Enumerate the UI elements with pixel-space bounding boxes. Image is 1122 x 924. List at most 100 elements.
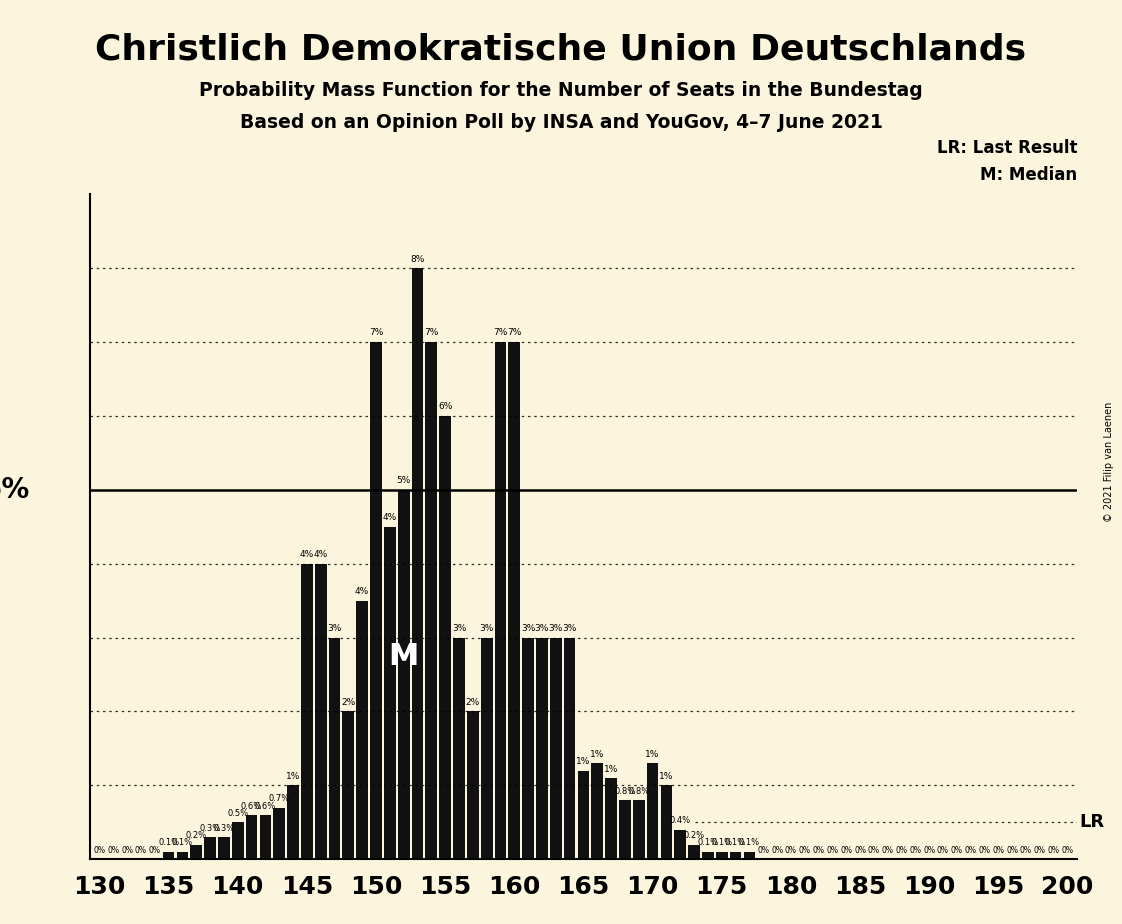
Text: 0%: 0% [854,845,866,855]
Bar [522,638,534,859]
Text: 0.6%: 0.6% [255,801,276,810]
Text: 0.1%: 0.1% [172,838,193,847]
Text: 7%: 7% [494,328,507,337]
Text: 0%: 0% [895,845,908,855]
Text: 7%: 7% [369,328,384,337]
Text: 4%: 4% [313,550,328,559]
Bar [384,527,396,859]
Bar [702,852,714,859]
Bar [619,800,631,859]
Bar [453,638,465,859]
Bar [176,852,188,859]
Text: LR: LR [1079,813,1104,832]
Text: 3%: 3% [562,624,577,633]
Text: 1%: 1% [645,749,660,759]
Text: 0.1%: 0.1% [725,838,746,847]
Text: LR: Last Result: LR: Last Result [937,140,1077,157]
Text: 4%: 4% [300,550,314,559]
Bar [440,416,451,859]
Bar [536,638,548,859]
Bar [232,822,243,859]
Text: 0.4%: 0.4% [670,816,691,825]
Bar [425,342,438,859]
Bar [578,771,589,859]
Text: 0.2%: 0.2% [185,831,206,840]
Text: 3%: 3% [328,624,342,633]
Text: 0.1%: 0.1% [738,838,760,847]
Text: 0%: 0% [882,845,893,855]
Text: 0%: 0% [840,845,853,855]
Text: 0%: 0% [108,845,119,855]
Bar [480,638,493,859]
Text: 0.5%: 0.5% [227,808,248,818]
Text: 2%: 2% [466,698,480,707]
Bar [218,837,230,859]
Text: 0%: 0% [992,845,1004,855]
Bar [204,837,215,859]
Text: 0%: 0% [867,845,880,855]
Text: 0.3%: 0.3% [213,823,234,833]
Text: © 2021 Filip van Laenen: © 2021 Filip van Laenen [1104,402,1114,522]
Text: 0.6%: 0.6% [241,801,263,810]
Text: 0.2%: 0.2% [683,831,705,840]
Text: 0.7%: 0.7% [268,794,289,803]
Text: 0%: 0% [1048,845,1059,855]
Text: 0%: 0% [799,845,811,855]
Bar [259,815,272,859]
Text: M: Median: M: Median [980,166,1077,184]
Bar [605,778,617,859]
Text: 0%: 0% [978,845,991,855]
Bar [716,852,727,859]
Text: 0%: 0% [771,845,783,855]
Bar [661,785,672,859]
Text: 0%: 0% [121,845,134,855]
Text: 3%: 3% [521,624,535,633]
Text: 0%: 0% [827,845,838,855]
Bar [412,268,423,859]
Bar [563,638,576,859]
Text: 0.8%: 0.8% [628,786,650,796]
Text: 0%: 0% [812,845,825,855]
Bar [508,342,521,859]
Text: 0.1%: 0.1% [698,838,718,847]
Text: Probability Mass Function for the Number of Seats in the Bundestag: Probability Mass Function for the Number… [199,81,923,101]
Text: 3%: 3% [452,624,466,633]
Text: 0%: 0% [937,845,949,855]
Text: 0.1%: 0.1% [158,838,180,847]
Text: 4%: 4% [383,513,397,522]
Bar [633,800,645,859]
Text: 1%: 1% [286,772,301,781]
Text: 0%: 0% [757,845,770,855]
Text: 3%: 3% [549,624,563,633]
Text: 0.1%: 0.1% [711,838,733,847]
Text: 0%: 0% [1033,845,1046,855]
Text: 7%: 7% [424,328,439,337]
Bar [398,490,410,859]
Bar [467,711,479,859]
Text: 1%: 1% [660,772,673,781]
Text: 0%: 0% [149,845,160,855]
Text: Christlich Demokratische Union Deutschlands: Christlich Demokratische Union Deutschla… [95,32,1027,67]
Text: 1%: 1% [577,757,590,766]
Bar [688,845,700,859]
Bar [591,763,604,859]
Bar [246,815,257,859]
Text: 3%: 3% [535,624,549,633]
Text: 0%: 0% [923,845,935,855]
Bar [729,852,742,859]
Text: 0%: 0% [135,845,147,855]
Text: M: M [388,641,419,671]
Text: 3%: 3% [479,624,494,633]
Bar [357,601,368,859]
Bar [163,852,174,859]
Bar [342,711,355,859]
Text: 0.3%: 0.3% [200,823,221,833]
Text: 0%: 0% [93,845,105,855]
Text: 0.8%: 0.8% [615,786,635,796]
Bar [301,564,313,859]
Bar [329,638,340,859]
Bar [315,564,327,859]
Text: 1%: 1% [604,764,618,773]
Text: 5%: 5% [396,476,411,485]
Text: 1%: 1% [590,749,605,759]
